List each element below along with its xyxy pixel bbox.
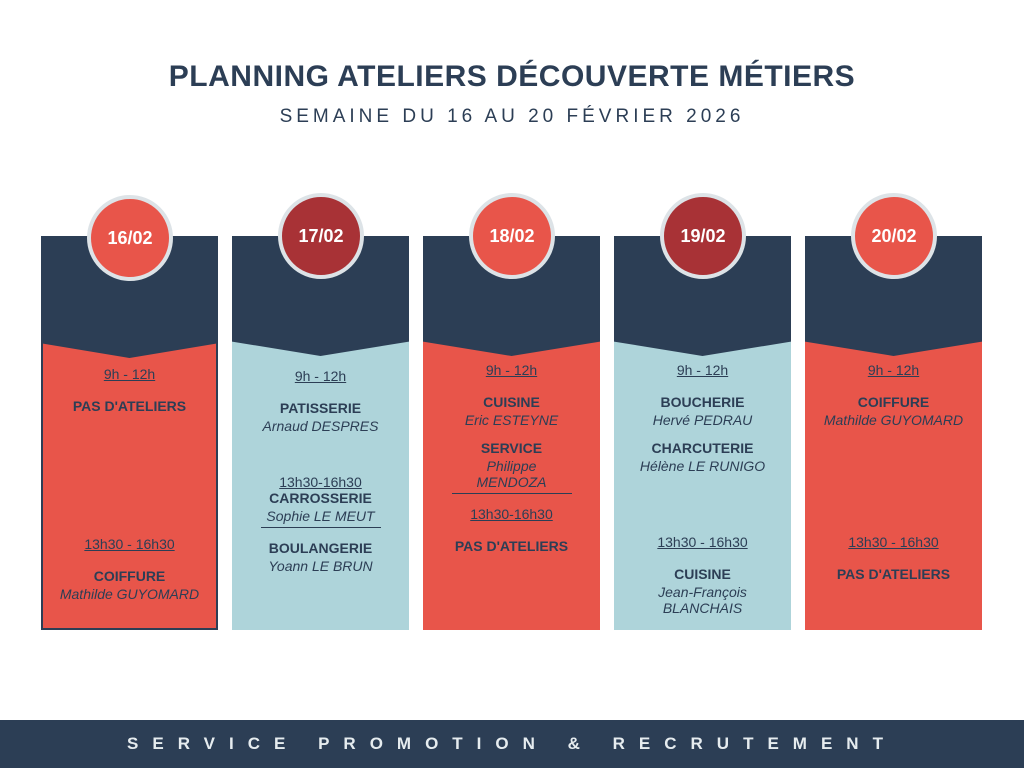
workshop-host: Yoann LE BRUN	[268, 558, 373, 574]
workshop-host: Eric ESTEYNE	[464, 412, 559, 428]
day-column: 17/02 9h - 12h PATISSERIE Arnaud DESPRES 13h…	[232, 193, 409, 630]
workshop: CARROSSERIE Sophie LE MEUT	[260, 490, 381, 528]
slot-time: 13h30-16h30	[470, 506, 553, 522]
workshop-host: Philippe MENDOZA	[476, 458, 547, 490]
time-slot: 9h - 12h CUISINE Eric ESTEYNE SERVICE Philip…	[423, 362, 600, 494]
time-slot: 13h30-16h30 CARROSSERIE Sophie LE MEUT BOUL…	[232, 474, 409, 574]
workshop: CHARCUTERIE Hélène LE RUNIGO	[614, 440, 791, 474]
workshop: PAS D'ATELIERS	[423, 538, 600, 554]
slot-time: 9h - 12h	[103, 366, 156, 382]
slot-time: 9h - 12h	[294, 368, 347, 384]
date-badge: 17/02	[278, 193, 364, 279]
workshop-name: PAS D'ATELIERS	[454, 538, 569, 554]
workshop: CUISINE Jean-François BLANCHAIS	[614, 566, 791, 616]
workshop-name: PAS D'ATELIERS	[836, 566, 951, 582]
workshop-host: Mathilde GUYOMARD	[823, 412, 964, 428]
time-slot: 13h30-16h30 PAS D'ATELIERS	[423, 506, 600, 554]
workshop: CUISINE Eric ESTEYNE	[423, 394, 600, 428]
workshop: COIFFURE Mathilde GUYOMARD	[805, 394, 982, 428]
workshop-host: Jean-François BLANCHAIS	[658, 584, 747, 616]
workshop-host: Arnaud DESPRES	[262, 418, 379, 434]
workshop-name: BOULANGERIE	[268, 540, 373, 556]
time-slot: 9h - 12h PATISSERIE Arnaud DESPRES	[232, 368, 409, 434]
workshop-name: CHARCUTERIE	[651, 440, 754, 456]
workshop-name: COIFFURE	[93, 568, 166, 584]
date-badge: 20/02	[851, 193, 937, 279]
slot-time: 13h30 - 16h30	[657, 534, 748, 550]
workshop: PATISSERIE Arnaud DESPRES	[232, 400, 409, 434]
workshop-name: PAS D'ATELIERS	[72, 398, 187, 414]
workshop-host: Sophie LE MEUT	[266, 508, 375, 524]
workshop-name: CARROSSERIE	[269, 490, 372, 506]
time-slot: 13h30 - 16h30 PAS D'ATELIERS	[805, 534, 982, 582]
time-slot: 13h30 - 16h30 CUISINE Jean-François BLANCH…	[614, 534, 791, 616]
workshop-name: PATISSERIE	[279, 400, 362, 416]
time-slot: 9h - 12h PAS D'ATELIERS	[43, 366, 216, 414]
workshop-name: SERVICE	[480, 440, 543, 456]
footer: SERVICE PROMOTION & RECRUTEMENT	[0, 720, 1024, 768]
workshop: PAS D'ATELIERS	[43, 398, 216, 414]
workshop-host: Mathilde GUYOMARD	[59, 586, 200, 602]
subtitle: SEMAINE DU 16 AU 20 FÉVRIER 2026	[279, 106, 745, 127]
day-column: 19/02 9h - 12h BOUCHERIE Hervé PEDRAU CHARCU…	[614, 193, 791, 630]
time-slot: 9h - 12h COIFFURE Mathilde GUYOMARD	[805, 362, 982, 428]
slot-time: 9h - 12h	[676, 362, 729, 378]
slot-time: 13h30 - 16h30	[848, 534, 939, 550]
date-badge: 18/02	[469, 193, 555, 279]
workshop: COIFFURE Mathilde GUYOMARD	[43, 568, 216, 602]
workshop: SERVICE Philippe MENDOZA	[451, 440, 572, 494]
workshop: BOUCHERIE Hervé PEDRAU	[614, 394, 791, 428]
time-slot: 13h30 - 16h30 COIFFURE Mathilde GUYOMARD	[43, 536, 216, 602]
workshop-host: Hervé PEDRAU	[652, 412, 753, 428]
workshop: PAS D'ATELIERS	[805, 566, 982, 582]
day-column: 18/02 9h - 12h CUISINE Eric ESTEYNE SERVICE P…	[423, 193, 600, 630]
slot-time: 9h - 12h	[485, 362, 538, 378]
time-slot: 9h - 12h BOUCHERIE Hervé PEDRAU CHARCUTERIE…	[614, 362, 791, 474]
workshop-host: Hélène LE RUNIGO	[639, 458, 766, 474]
day-column: 16/02 9h - 12h PAS D'ATELIERS 13h30 - 16h30…	[41, 195, 218, 630]
title: PLANNING ATELIERS DÉCOUVERTE MÉTIERS	[168, 60, 856, 93]
workshop-name: BOUCHERIE	[660, 394, 745, 410]
workshop-name: CUISINE	[674, 566, 731, 582]
workshop: BOULANGERIE Yoann LE BRUN	[232, 540, 409, 574]
slot-time: 9h - 12h	[867, 362, 920, 378]
slot-time: 13h30 - 16h30	[84, 536, 175, 552]
date-badge: 16/02	[87, 195, 173, 281]
slot-time: 13h30-16h30	[279, 474, 362, 490]
day-column: 20/02 9h - 12h COIFFURE Mathilde GUYOMARD 13…	[805, 193, 982, 630]
workshop-name: COIFFURE	[857, 394, 930, 410]
date-badge: 19/02	[660, 193, 746, 279]
workshop-name: CUISINE	[483, 394, 540, 410]
